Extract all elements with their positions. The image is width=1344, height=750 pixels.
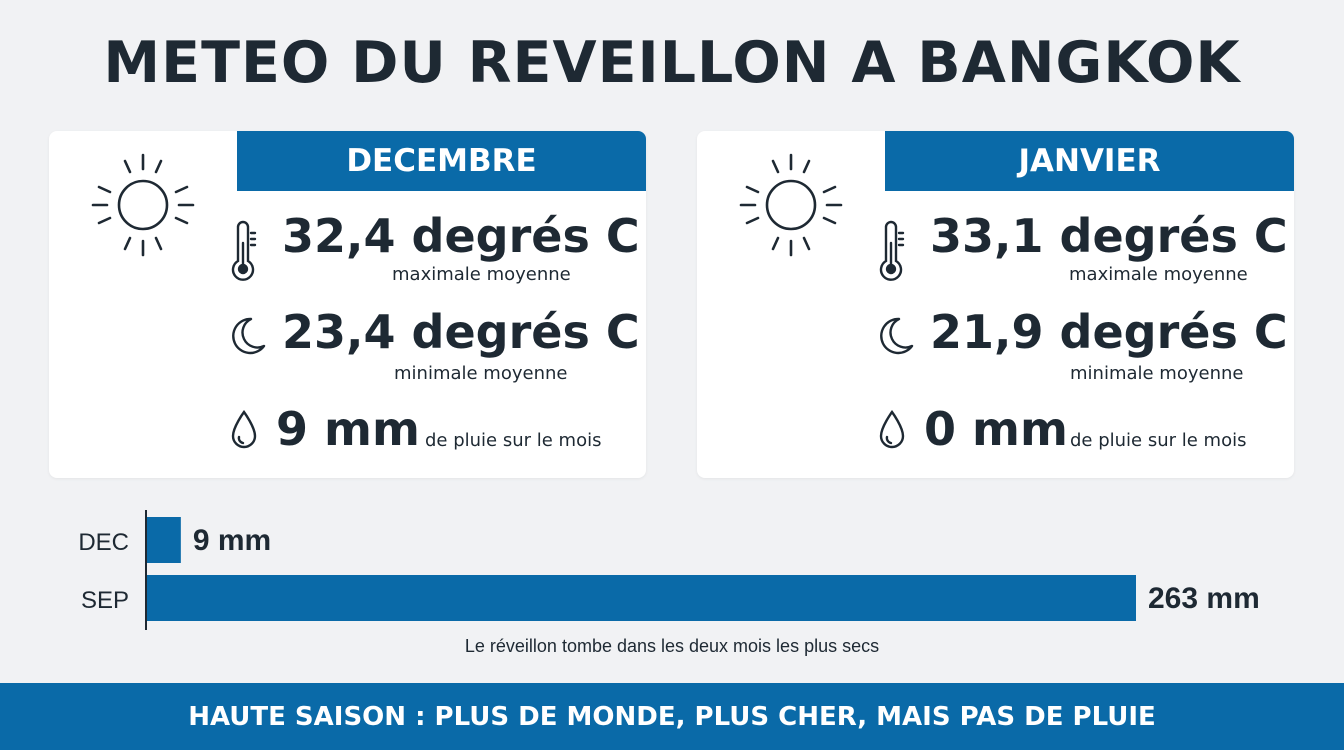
rain-value: 0 mm	[924, 402, 1068, 456]
bottom-banner: HAUTE SAISON : PLUS DE MONDE, PLUS CHER,…	[0, 683, 1344, 750]
moon-icon	[232, 317, 266, 355]
rainfall-bar-chart: DEC 9 mm SEP 263 mm	[78, 510, 1260, 630]
category-label: DEC	[78, 529, 129, 556]
moon-icon	[880, 317, 914, 355]
value-label: 9 mm	[193, 524, 271, 557]
card-month-header: JANVIER	[885, 131, 1294, 191]
january-card: JANVIER	[697, 131, 1294, 478]
max-temp-value: 33,1 degrés C	[930, 209, 1288, 263]
raindrop-icon	[231, 409, 257, 449]
category-label: SEP	[81, 587, 129, 614]
page-title: METEO DU REVEILLON A BANGKOK	[103, 30, 1241, 96]
card-month-header: DECEMBRE	[237, 131, 646, 191]
raindrop-icon	[879, 409, 905, 449]
december-card: DECEMBRE	[49, 131, 646, 478]
value-label: 263 mm	[1148, 582, 1260, 615]
max-temp-value: 32,4 degrés C	[282, 209, 640, 263]
bar-dec	[147, 517, 181, 563]
thermometer-icon	[879, 220, 905, 281]
chart-caption: Le réveillon tombe dans les deux mois le…	[464, 636, 880, 656]
bar-sep	[147, 575, 1136, 621]
rain-label: de pluie sur le mois	[425, 430, 602, 451]
max-temp-label: maximale moyenne	[392, 264, 571, 285]
sun-icon	[91, 153, 195, 257]
min-temp-value: 23,4 degrés C	[282, 305, 640, 359]
min-temp-label: minimale moyenne	[394, 363, 568, 384]
thermometer-icon	[231, 220, 257, 281]
min-temp-label: minimale moyenne	[1070, 363, 1244, 384]
rain-value: 9 mm	[276, 402, 420, 456]
sun-icon	[739, 153, 843, 257]
max-temp-label: maximale moyenne	[1069, 264, 1248, 285]
rain-label: de pluie sur le mois	[1070, 430, 1247, 451]
min-temp-value: 21,9 degrés C	[930, 305, 1288, 359]
